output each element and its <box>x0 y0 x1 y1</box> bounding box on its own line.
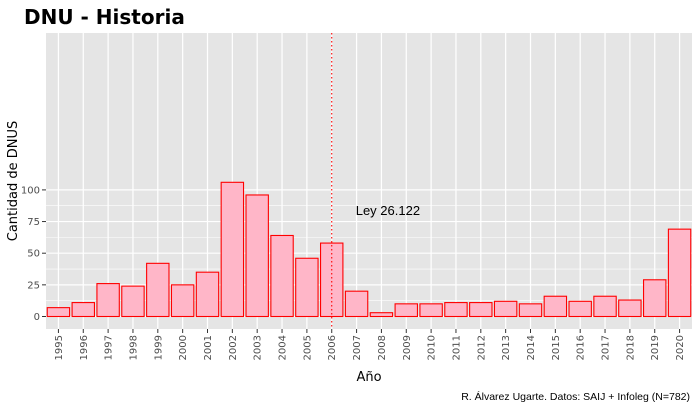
x-tick-label: 2014 <box>526 335 537 360</box>
x-tick-label: 2009 <box>402 335 413 360</box>
bar-2006 <box>319 242 344 318</box>
bar-1999 <box>146 262 170 318</box>
y-tick-label: 100 <box>21 185 40 196</box>
x-tick-label: 2002 <box>228 335 239 360</box>
bar-2013 <box>493 300 518 318</box>
chart-title: DNU - Historia <box>24 5 185 29</box>
x-tick-label: 1999 <box>153 335 164 360</box>
x-tick-label: 2005 <box>302 335 313 360</box>
bars <box>46 181 692 318</box>
x-tick-label: 2019 <box>650 335 661 360</box>
annotation-label: Ley 26.122 <box>356 203 420 218</box>
x-tick-label: 2006 <box>327 335 338 360</box>
bar-1998 <box>121 285 145 318</box>
y-tick-label: 75 <box>27 217 40 228</box>
bar-2012 <box>469 302 493 318</box>
x-tick-label: 2020 <box>675 335 686 360</box>
x-axis-title: Año <box>356 370 381 385</box>
x-axis: 1995 1996 1997 1998 1999 2000 2001 2002 2003 2004… <box>54 329 686 360</box>
x-tick-label: 2010 <box>427 335 438 360</box>
bar-1996 <box>71 302 96 318</box>
bar-2010 <box>419 303 443 318</box>
bar-2000 <box>170 284 195 318</box>
x-tick-label: 2018 <box>625 335 636 360</box>
x-tick-label: 2008 <box>377 335 388 360</box>
bar-2020 <box>667 228 692 318</box>
x-tick-label: 2007 <box>352 335 363 360</box>
x-tick-label: 2017 <box>601 335 612 360</box>
x-tick-label: 2012 <box>476 335 487 360</box>
x-tick-label: 1996 <box>79 335 90 360</box>
bar-2019 <box>642 279 667 318</box>
y-tick-label: 50 <box>27 249 40 260</box>
bar-2017 <box>593 295 617 318</box>
bar-2014 <box>518 303 543 318</box>
bar-2016 <box>568 300 592 318</box>
x-tick-label: 1997 <box>104 335 115 360</box>
x-tick-label: 2013 <box>501 335 512 360</box>
x-tick-label: 1998 <box>128 335 139 360</box>
x-tick-label: 2016 <box>576 335 587 360</box>
bar-2015 <box>543 295 568 318</box>
x-tick-label: 2001 <box>203 335 214 360</box>
x-tick-label: 2004 <box>278 335 289 360</box>
x-tick-label: 1995 <box>54 335 65 360</box>
x-tick-label: 2015 <box>551 335 562 360</box>
bar-2009 <box>394 303 419 318</box>
bar-1995 <box>46 307 71 318</box>
bar-2002 <box>220 181 245 318</box>
y-tick-label: 0 <box>34 312 40 323</box>
x-tick-label: 2003 <box>253 335 264 360</box>
bar-1997 <box>96 283 120 318</box>
bar-2005 <box>295 257 319 318</box>
y-axis: 0 25 50 75 100 <box>21 185 46 323</box>
bar-2004 <box>270 234 294 318</box>
y-tick-label: 25 <box>27 280 40 291</box>
bar-2018 <box>618 299 642 318</box>
bar-2007 <box>344 290 369 318</box>
x-tick-label: 2000 <box>178 335 189 360</box>
bar-2008 <box>369 312 394 318</box>
bar-2001 <box>195 271 220 318</box>
x-tick-label: 2011 <box>451 335 462 360</box>
bar-2011 <box>444 302 468 318</box>
caption: R. Álvarez Ugarte. Datos: SAIJ + Infoleg… <box>461 390 690 403</box>
bar-2003 <box>245 194 269 318</box>
y-axis-title: Cantidad de DNUS <box>6 121 21 241</box>
